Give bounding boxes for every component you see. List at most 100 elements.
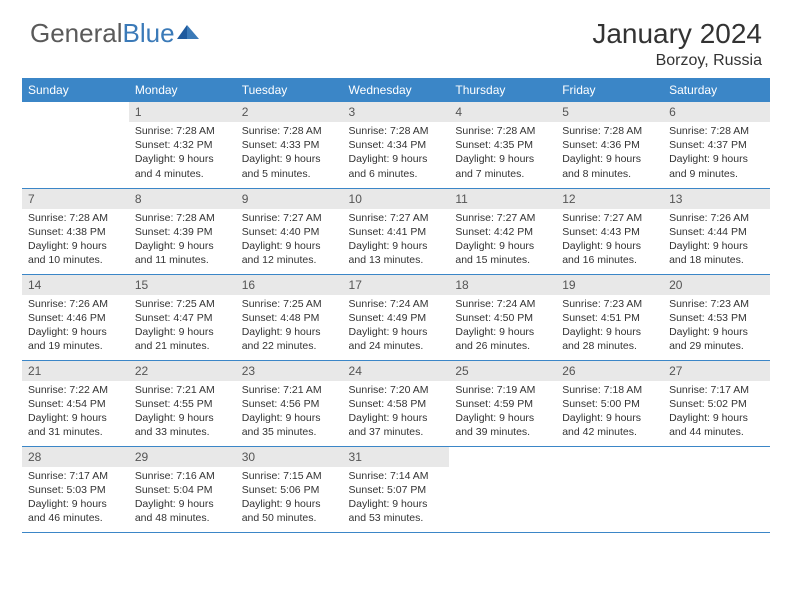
sunset-text: Sunset: 4:39 PM	[135, 225, 230, 239]
calendar-day-cell: 3Sunrise: 7:28 AMSunset: 4:34 PMDaylight…	[343, 102, 450, 188]
day-details: Sunrise: 7:18 AMSunset: 5:00 PMDaylight:…	[556, 381, 663, 444]
sunrise-text: Sunrise: 7:22 AM	[28, 383, 123, 397]
calendar-day-cell: 5Sunrise: 7:28 AMSunset: 4:36 PMDaylight…	[556, 102, 663, 188]
day-number: 23	[236, 361, 343, 381]
weekday-header: Friday	[556, 78, 663, 102]
sunset-text: Sunset: 4:51 PM	[562, 311, 657, 325]
sunset-text: Sunset: 5:06 PM	[242, 483, 337, 497]
logo-text-2: Blue	[123, 18, 175, 49]
sunset-text: Sunset: 4:56 PM	[242, 397, 337, 411]
day-details: Sunrise: 7:17 AMSunset: 5:03 PMDaylight:…	[22, 467, 129, 530]
day-details: Sunrise: 7:28 AMSunset: 4:32 PMDaylight:…	[129, 122, 236, 185]
day-number: 3	[343, 102, 450, 122]
day-details: Sunrise: 7:20 AMSunset: 4:58 PMDaylight:…	[343, 381, 450, 444]
weekday-header: Thursday	[449, 78, 556, 102]
calendar-day-cell: 6Sunrise: 7:28 AMSunset: 4:37 PMDaylight…	[663, 102, 770, 188]
sunrise-text: Sunrise: 7:27 AM	[242, 211, 337, 225]
sunset-text: Sunset: 4:32 PM	[135, 138, 230, 152]
sunset-text: Sunset: 4:55 PM	[135, 397, 230, 411]
calendar-week-row: 1Sunrise: 7:28 AMSunset: 4:32 PMDaylight…	[22, 102, 770, 188]
calendar-day-cell: 4Sunrise: 7:28 AMSunset: 4:35 PMDaylight…	[449, 102, 556, 188]
calendar-day-cell: 21Sunrise: 7:22 AMSunset: 4:54 PMDayligh…	[22, 360, 129, 446]
day-number: 18	[449, 275, 556, 295]
sunset-text: Sunset: 4:42 PM	[455, 225, 550, 239]
sunrise-text: Sunrise: 7:20 AM	[349, 383, 444, 397]
day-number: 6	[663, 102, 770, 122]
calendar-week-row: 28Sunrise: 7:17 AMSunset: 5:03 PMDayligh…	[22, 446, 770, 532]
daylight-text: Daylight: 9 hours and 19 minutes.	[28, 325, 123, 353]
sunrise-text: Sunrise: 7:26 AM	[669, 211, 764, 225]
day-number: 24	[343, 361, 450, 381]
calendar-day-cell: 10Sunrise: 7:27 AMSunset: 4:41 PMDayligh…	[343, 188, 450, 274]
location-label: Borzoy, Russia	[592, 52, 762, 70]
daylight-text: Daylight: 9 hours and 37 minutes.	[349, 411, 444, 439]
sunrise-text: Sunrise: 7:17 AM	[28, 469, 123, 483]
calendar-day-cell: 31Sunrise: 7:14 AMSunset: 5:07 PMDayligh…	[343, 446, 450, 532]
daylight-text: Daylight: 9 hours and 18 minutes.	[669, 239, 764, 267]
sunrise-text: Sunrise: 7:28 AM	[669, 124, 764, 138]
daylight-text: Daylight: 9 hours and 29 minutes.	[669, 325, 764, 353]
calendar-day-cell: 27Sunrise: 7:17 AMSunset: 5:02 PMDayligh…	[663, 360, 770, 446]
day-details: Sunrise: 7:22 AMSunset: 4:54 PMDaylight:…	[22, 381, 129, 444]
sunrise-text: Sunrise: 7:21 AM	[135, 383, 230, 397]
sunrise-text: Sunrise: 7:25 AM	[135, 297, 230, 311]
daylight-text: Daylight: 9 hours and 31 minutes.	[28, 411, 123, 439]
day-number: 21	[22, 361, 129, 381]
sunrise-text: Sunrise: 7:17 AM	[669, 383, 764, 397]
daylight-text: Daylight: 9 hours and 39 minutes.	[455, 411, 550, 439]
calendar-day-cell: 9Sunrise: 7:27 AMSunset: 4:40 PMDaylight…	[236, 188, 343, 274]
day-number: 22	[129, 361, 236, 381]
daylight-text: Daylight: 9 hours and 53 minutes.	[349, 497, 444, 525]
day-details: Sunrise: 7:25 AMSunset: 4:47 PMDaylight:…	[129, 295, 236, 358]
day-details: Sunrise: 7:27 AMSunset: 4:42 PMDaylight:…	[449, 209, 556, 272]
calendar-day-cell: 19Sunrise: 7:23 AMSunset: 4:51 PMDayligh…	[556, 274, 663, 360]
calendar-day-cell: 11Sunrise: 7:27 AMSunset: 4:42 PMDayligh…	[449, 188, 556, 274]
sunrise-text: Sunrise: 7:28 AM	[28, 211, 123, 225]
daylight-text: Daylight: 9 hours and 21 minutes.	[135, 325, 230, 353]
daylight-text: Daylight: 9 hours and 50 minutes.	[242, 497, 337, 525]
sunset-text: Sunset: 5:02 PM	[669, 397, 764, 411]
calendar-table: SundayMondayTuesdayWednesdayThursdayFrid…	[22, 78, 770, 533]
day-number: 8	[129, 189, 236, 209]
calendar-day-cell	[556, 446, 663, 532]
daylight-text: Daylight: 9 hours and 33 minutes.	[135, 411, 230, 439]
sunset-text: Sunset: 5:07 PM	[349, 483, 444, 497]
day-details: Sunrise: 7:24 AMSunset: 4:50 PMDaylight:…	[449, 295, 556, 358]
calendar-day-cell: 8Sunrise: 7:28 AMSunset: 4:39 PMDaylight…	[129, 188, 236, 274]
sunrise-text: Sunrise: 7:28 AM	[242, 124, 337, 138]
calendar-day-cell: 16Sunrise: 7:25 AMSunset: 4:48 PMDayligh…	[236, 274, 343, 360]
daylight-text: Daylight: 9 hours and 7 minutes.	[455, 152, 550, 180]
sunrise-text: Sunrise: 7:28 AM	[455, 124, 550, 138]
sunrise-text: Sunrise: 7:24 AM	[349, 297, 444, 311]
sunrise-text: Sunrise: 7:24 AM	[455, 297, 550, 311]
calendar-day-cell: 20Sunrise: 7:23 AMSunset: 4:53 PMDayligh…	[663, 274, 770, 360]
weekday-header: Saturday	[663, 78, 770, 102]
day-details: Sunrise: 7:23 AMSunset: 4:51 PMDaylight:…	[556, 295, 663, 358]
daylight-text: Daylight: 9 hours and 9 minutes.	[669, 152, 764, 180]
calendar-day-cell	[663, 446, 770, 532]
calendar-day-cell: 24Sunrise: 7:20 AMSunset: 4:58 PMDayligh…	[343, 360, 450, 446]
daylight-text: Daylight: 9 hours and 35 minutes.	[242, 411, 337, 439]
day-number: 11	[449, 189, 556, 209]
sunrise-text: Sunrise: 7:19 AM	[455, 383, 550, 397]
weekday-header: Sunday	[22, 78, 129, 102]
calendar-day-cell: 26Sunrise: 7:18 AMSunset: 5:00 PMDayligh…	[556, 360, 663, 446]
daylight-text: Daylight: 9 hours and 10 minutes.	[28, 239, 123, 267]
sunset-text: Sunset: 4:41 PM	[349, 225, 444, 239]
calendar-day-cell: 1Sunrise: 7:28 AMSunset: 4:32 PMDaylight…	[129, 102, 236, 188]
day-details: Sunrise: 7:17 AMSunset: 5:02 PMDaylight:…	[663, 381, 770, 444]
sunrise-text: Sunrise: 7:14 AM	[349, 469, 444, 483]
page-header: GeneralBlue January 2024 Borzoy, Russia	[0, 0, 792, 78]
day-details: Sunrise: 7:28 AMSunset: 4:33 PMDaylight:…	[236, 122, 343, 185]
calendar-day-cell: 15Sunrise: 7:25 AMSunset: 4:47 PMDayligh…	[129, 274, 236, 360]
daylight-text: Daylight: 9 hours and 6 minutes.	[349, 152, 444, 180]
day-number: 12	[556, 189, 663, 209]
calendar-day-cell	[22, 102, 129, 188]
month-title: January 2024	[592, 18, 762, 50]
day-details: Sunrise: 7:28 AMSunset: 4:36 PMDaylight:…	[556, 122, 663, 185]
daylight-text: Daylight: 9 hours and 8 minutes.	[562, 152, 657, 180]
weekday-header-row: SundayMondayTuesdayWednesdayThursdayFrid…	[22, 78, 770, 102]
day-details: Sunrise: 7:25 AMSunset: 4:48 PMDaylight:…	[236, 295, 343, 358]
day-number: 13	[663, 189, 770, 209]
logo-triangle-icon	[177, 25, 187, 39]
